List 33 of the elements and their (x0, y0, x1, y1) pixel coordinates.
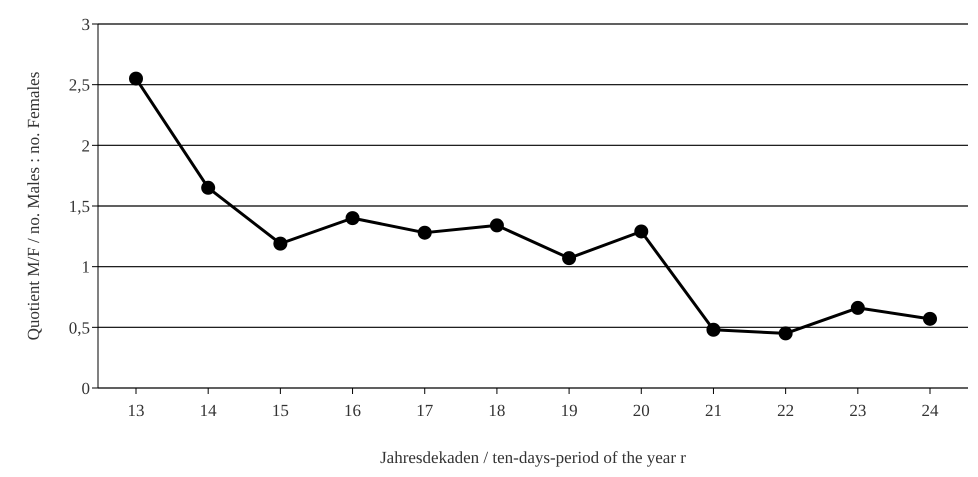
x-tick-label: 16 (344, 401, 362, 420)
x-tick-label: 13 (128, 401, 144, 420)
point (923, 312, 937, 326)
y-tick-label: 1 (82, 258, 90, 277)
point (778, 326, 793, 340)
y-tick-label: 2 (82, 136, 90, 156)
x-tick-label: 24 (922, 401, 939, 420)
x-tick-label: 15 (272, 401, 289, 420)
point (634, 224, 648, 238)
x-tick-label: 23 (849, 401, 866, 420)
x-tick-label: 19 (560, 401, 578, 420)
point (850, 300, 865, 315)
x-tick-label: 20 (632, 401, 650, 420)
x-tick-label: 18 (488, 401, 506, 420)
point (418, 226, 432, 240)
x-tick-label: 21 (704, 401, 722, 420)
point (201, 180, 216, 195)
y-axis-title: Quotient M/F / no. Males : no. Females (24, 72, 44, 340)
point (490, 218, 504, 232)
y-tick-label: 2,5 (68, 76, 90, 95)
point (562, 251, 576, 266)
y-tick-label: 3 (82, 15, 90, 34)
y-tick-label: 0,5 (68, 318, 90, 338)
y-tick-label: 0 (82, 379, 90, 398)
point (346, 211, 360, 226)
x-tick-label: 17 (416, 401, 434, 420)
x-tick-label: 22 (777, 401, 794, 420)
y-tick-label: 1,5 (68, 197, 90, 216)
point (706, 322, 720, 337)
point (273, 236, 288, 251)
x-axis-title: Jahresdekaden / ten-days-period of the year r (380, 448, 686, 467)
x-tick-label: 14 (200, 401, 218, 420)
point (129, 72, 143, 86)
